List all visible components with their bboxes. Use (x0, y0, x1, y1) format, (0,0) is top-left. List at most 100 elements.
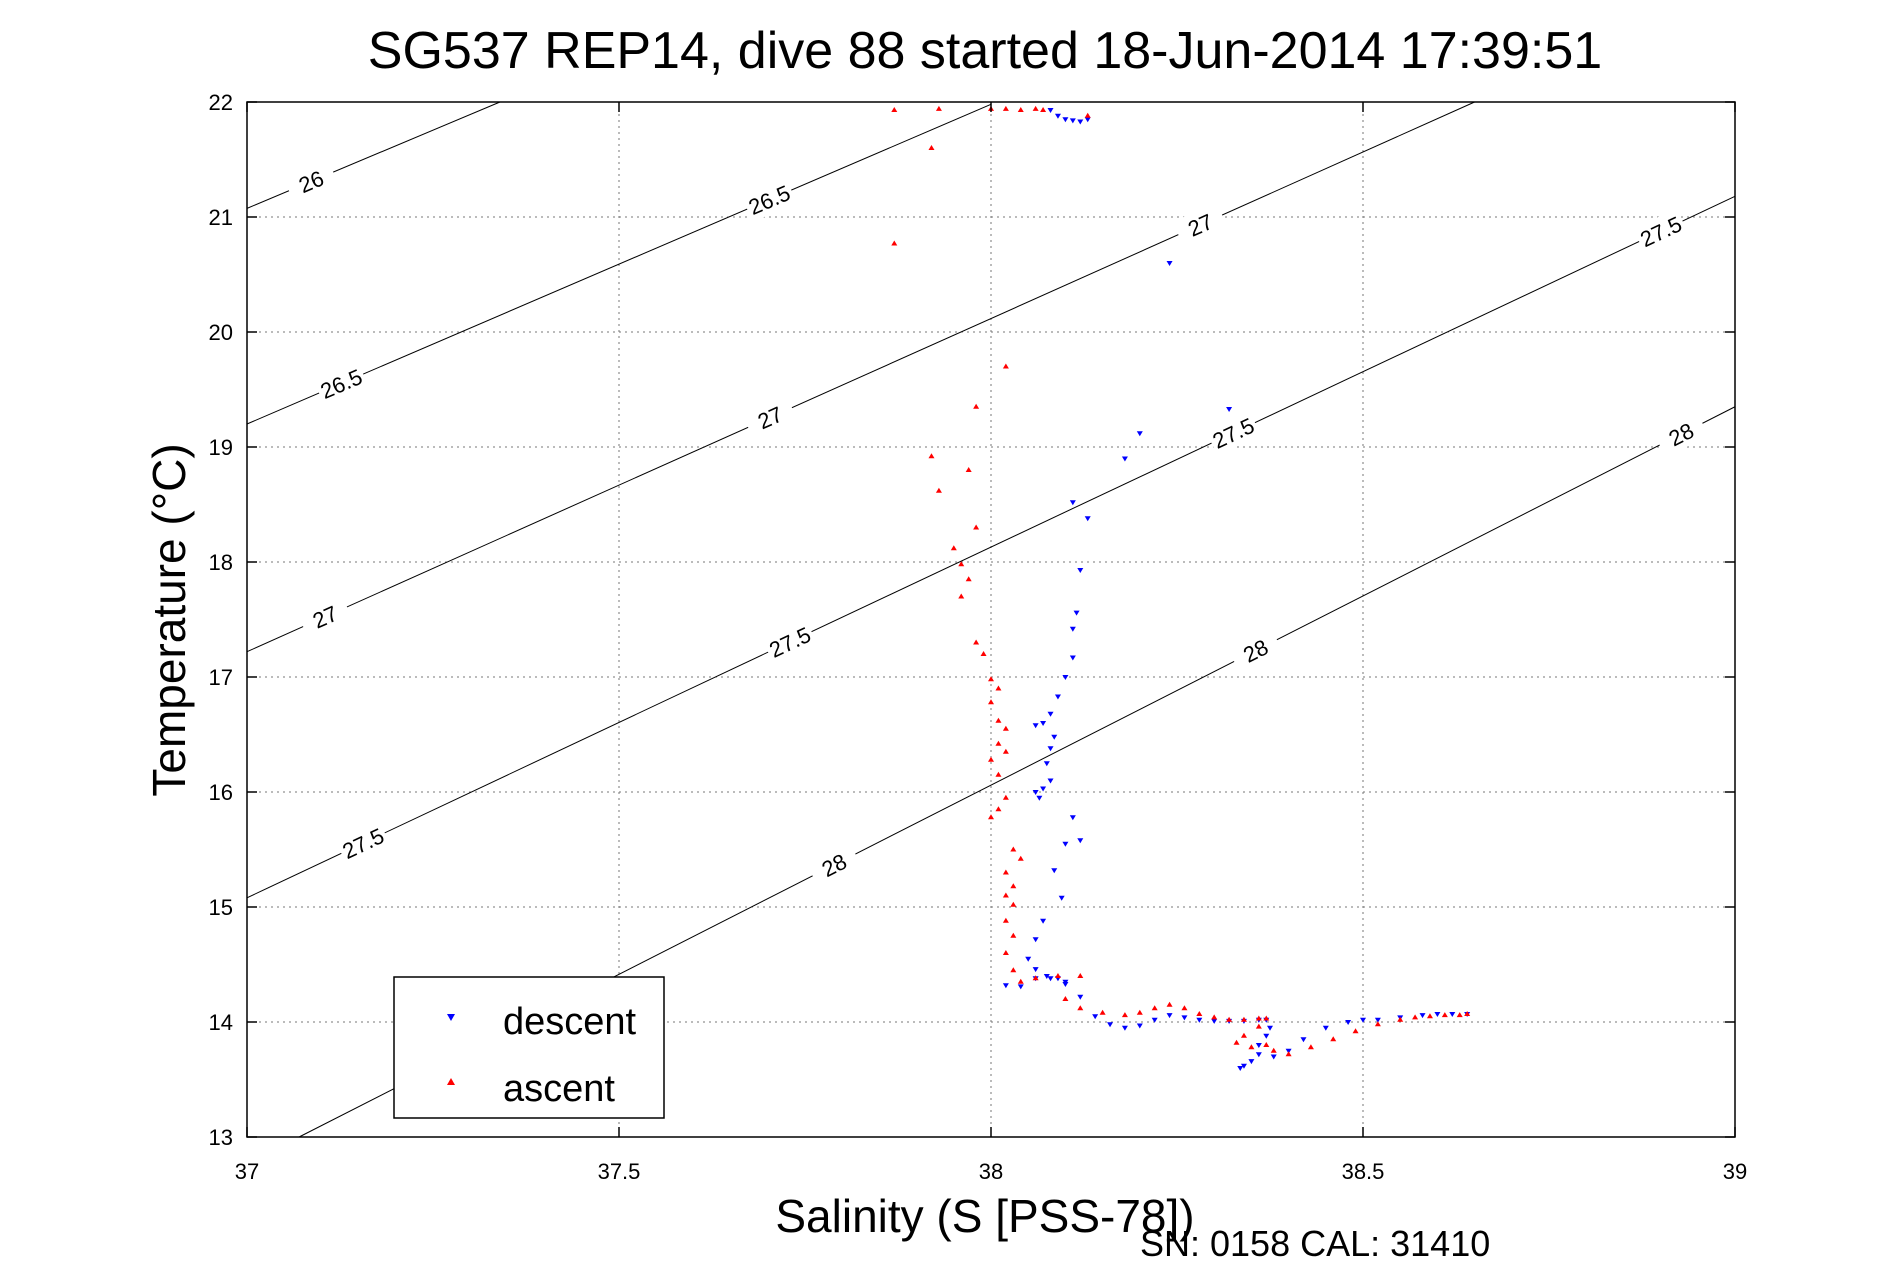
ascent-point (973, 639, 980, 645)
descent-point (1032, 937, 1039, 943)
descent-point (1077, 568, 1084, 574)
ascent-point (1032, 105, 1039, 111)
density-contour-line (246, 101, 1475, 653)
ascent-point (1226, 1016, 1233, 1022)
descent-point (1226, 407, 1233, 413)
ascent-point (1054, 973, 1061, 978)
ascent-point (1032, 975, 1039, 981)
descent-point (1255, 1043, 1262, 1048)
descent-point (1270, 1054, 1277, 1060)
x-axis-label: Salinity (S [PSS-78]) (775, 1190, 1194, 1242)
ascent-point (1010, 901, 1017, 907)
descent-point (1051, 734, 1058, 740)
descent-point (1069, 815, 1076, 821)
y-tick-label: 15 (209, 895, 233, 920)
legend-ascent-label: ascent (503, 1068, 615, 1110)
ascent-point (1002, 725, 1009, 731)
ascent-point (1211, 1014, 1218, 1020)
ascent-point (1255, 1023, 1262, 1029)
ascent-point (1426, 1013, 1433, 1019)
ascent-point (1099, 1009, 1106, 1015)
ascent-point (995, 771, 1002, 777)
descent-point (1300, 1037, 1307, 1043)
descent-point (1062, 675, 1069, 680)
ascent-point (1240, 1032, 1247, 1038)
y-tick-label: 18 (209, 550, 233, 575)
descent-point (1062, 841, 1069, 847)
ascent-point (1084, 112, 1091, 118)
data-series (891, 105, 1471, 1071)
ascent-point (1233, 1039, 1240, 1045)
x-tick-label: 37 (235, 1159, 259, 1184)
x-tick-label: 38.5 (1342, 1159, 1385, 1184)
ascent-point (965, 576, 972, 582)
contour-label-mask (806, 841, 862, 889)
descent-point (1151, 1017, 1158, 1023)
ascent-point (1136, 1009, 1143, 1015)
descent-point (1211, 1018, 1218, 1024)
ascent-point (1352, 1028, 1359, 1034)
ascent-point (1002, 363, 1009, 369)
descent-point (1025, 956, 1032, 962)
descent-point (1069, 626, 1076, 632)
descent-point (1107, 1022, 1114, 1028)
ascent-point (1181, 1005, 1188, 1011)
ascent-point (1196, 1010, 1203, 1016)
ascent-point (1166, 1001, 1173, 1007)
ascent-point (1017, 855, 1024, 861)
ascent-point (995, 740, 1002, 746)
ascent-point (1285, 1051, 1292, 1057)
descent-point (1047, 711, 1054, 717)
ascent-point (1062, 996, 1069, 1001)
descent-point (1069, 655, 1076, 661)
descent-point (1032, 723, 1039, 729)
ascent-point (965, 467, 972, 472)
contour-label-mask (741, 177, 797, 222)
ascent-point (1040, 107, 1047, 113)
ascent-point (1330, 1036, 1337, 1042)
ascent-point (1002, 794, 1009, 800)
ascent-point (1010, 846, 1017, 852)
contour-label-mask (335, 820, 391, 866)
descent-point (1043, 974, 1050, 979)
ascent-point (1017, 107, 1024, 113)
ascent-point (973, 403, 980, 409)
ascent-point (1374, 1021, 1381, 1027)
y-tick-label: 22 (209, 90, 233, 115)
contour-label-mask (1227, 627, 1284, 674)
descent-point (1036, 795, 1043, 801)
ascent-point (988, 814, 994, 820)
descent-point (1032, 967, 1039, 973)
ascent-point (973, 524, 980, 530)
ascent-point (988, 699, 994, 705)
descent-point (1043, 761, 1050, 767)
descent-point (1077, 119, 1084, 125)
legend-box (393, 976, 665, 1119)
descent-point (1345, 1020, 1352, 1025)
ascent-point (958, 593, 965, 599)
ascent-point (928, 145, 935, 150)
ascent-point (995, 717, 1002, 723)
descent-point (1084, 117, 1091, 123)
instrument-footer: SN: 0158 CAL: 31410 (1140, 1223, 1490, 1262)
descent-point (1121, 1025, 1128, 1031)
ascent-point (891, 240, 898, 246)
density-contour-line (246, 195, 1736, 899)
descent-point (1040, 786, 1047, 792)
descent-point (1062, 982, 1069, 988)
descent-point (1017, 984, 1024, 990)
descent-point (1073, 610, 1080, 616)
descent-point (1374, 1017, 1381, 1023)
ascent-point (1002, 869, 1009, 875)
descent-point (1002, 983, 1009, 989)
ascent-point (995, 685, 1002, 691)
descent-point (1322, 1025, 1329, 1031)
ascent-point (1456, 1012, 1463, 1018)
legend-descent-label: descent (503, 1001, 637, 1043)
legend-descent-marker (447, 1014, 455, 1021)
descent-point (1047, 778, 1054, 784)
ascent-point (1240, 1016, 1247, 1022)
ascent-point (1255, 1015, 1262, 1021)
ascent-point (928, 453, 935, 459)
